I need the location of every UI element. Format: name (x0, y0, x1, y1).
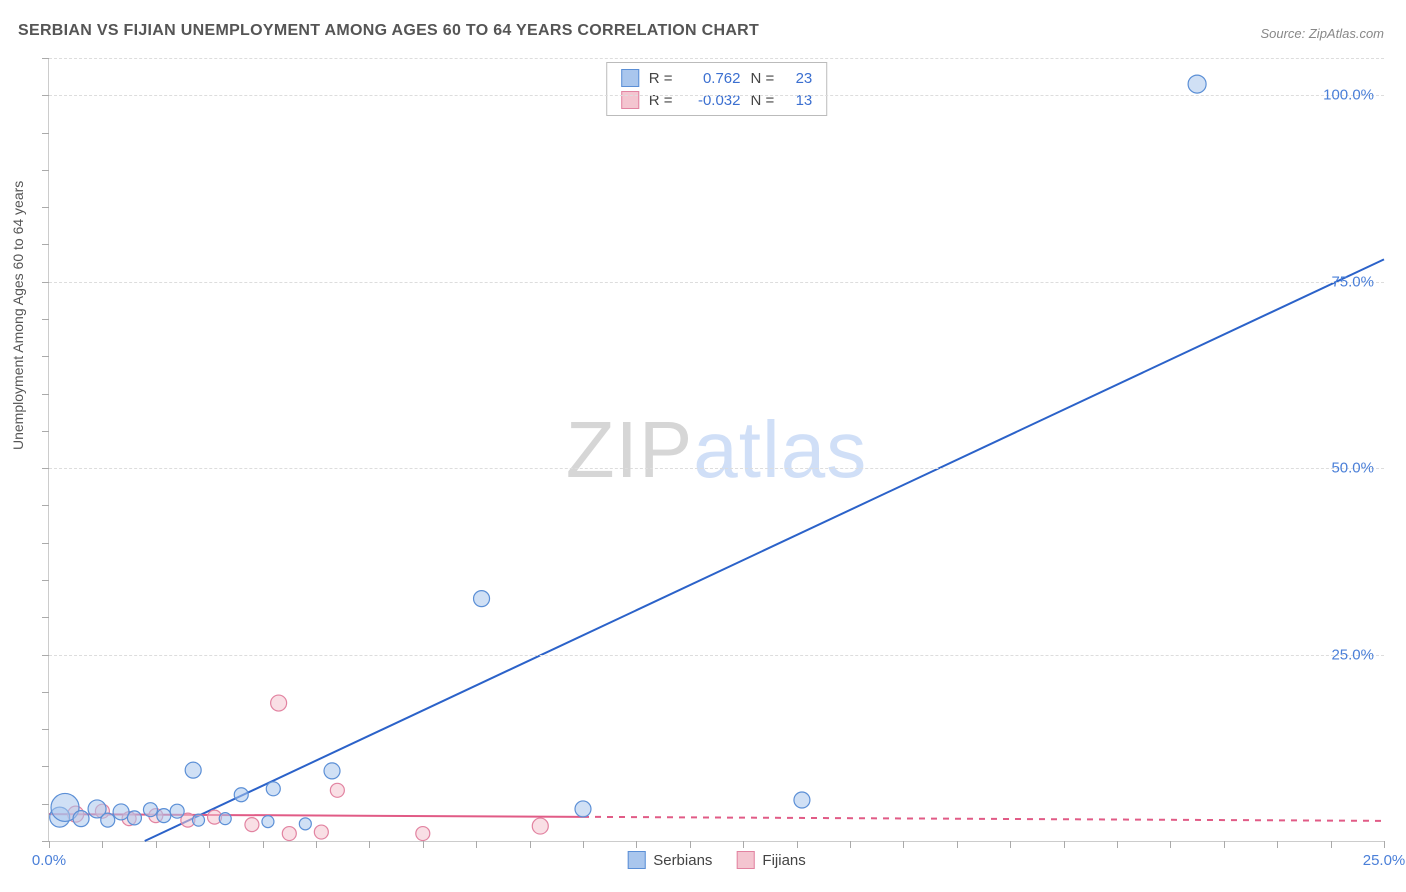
y-tick-label: 75.0% (1331, 273, 1374, 290)
x-tick-label: 25.0% (1363, 852, 1406, 869)
x-tick-label: 0.0% (32, 852, 66, 869)
y-tick-label: 25.0% (1331, 646, 1374, 663)
y-tick-label: 100.0% (1323, 87, 1374, 104)
plot-area: ZIPatlas R = 0.762 N = 23 R = -0.032 N =… (48, 58, 1384, 842)
legend-label-serbians: Serbians (653, 852, 712, 869)
swatch-fijians (736, 851, 754, 869)
chart-svg (49, 58, 1384, 841)
y-tick-label: 50.0% (1331, 460, 1374, 477)
y-axis-label: Unemployment Among Ages 60 to 64 years (10, 181, 26, 450)
source-label: Source: ZipAtlas.com (1260, 26, 1384, 41)
legend-item-serbians: Serbians (627, 851, 712, 869)
legend-label-fijians: Fijians (762, 852, 805, 869)
legend-item-fijians: Fijians (736, 851, 805, 869)
chart-container: SERBIAN VS FIJIAN UNEMPLOYMENT AMONG AGE… (0, 0, 1406, 892)
swatch-serbians (627, 851, 645, 869)
legend-series: Serbians Fijians (627, 851, 806, 869)
chart-title: SERBIAN VS FIJIAN UNEMPLOYMENT AMONG AGE… (18, 22, 759, 40)
